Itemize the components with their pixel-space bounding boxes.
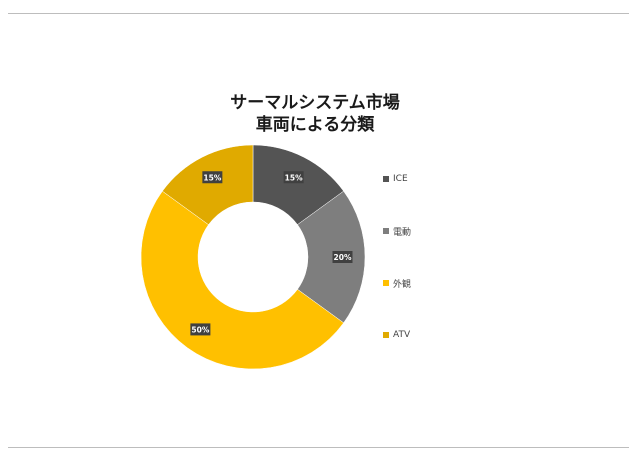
legend-swatch-ice: [383, 176, 389, 182]
data-label-bg-electric: [332, 251, 353, 263]
data-label-bg-ice: [283, 171, 304, 184]
chart-title-line1: サーマルシステム市場: [230, 93, 400, 113]
legend-item-atv: ATV: [383, 328, 503, 342]
legend-swatch-atv: [383, 332, 389, 338]
data-label-text-ice: 15%: [285, 173, 303, 182]
top-divider: [8, 13, 629, 14]
donut-slice-atv: [162, 144, 254, 226]
data-label-exterior: 50%: [190, 323, 211, 336]
data-label-bg-atv: [202, 171, 223, 184]
legend-label-atv: ATV: [393, 330, 411, 340]
data-label-text-electric: 20%: [334, 253, 352, 262]
data-label-text-atv: 15%: [203, 173, 221, 182]
data-label-bg-exterior: [190, 323, 211, 336]
legend-item-ice: ICE: [383, 172, 503, 186]
chart-title: サーマルシステム市場 車両による分類: [190, 92, 440, 136]
data-label-text-exterior: 50%: [191, 325, 209, 334]
data-label-electric: 20%: [332, 251, 353, 263]
legend-swatch-exterior: [383, 280, 389, 286]
data-label-ice: 15%: [283, 171, 304, 184]
data-label-atv: 15%: [202, 171, 223, 184]
legend-swatch-electric: [383, 228, 389, 234]
legend-label-ice: ICE: [393, 174, 408, 184]
chart-title-line2: 車両による分類: [255, 115, 375, 135]
bottom-divider: [8, 447, 629, 448]
legend-item-exterior: 外観: [383, 276, 503, 290]
legend-label-exterior: 外観: [393, 279, 412, 290]
legend-label-electric: 電動: [393, 227, 412, 238]
legend-item-electric: 電動: [383, 224, 503, 238]
